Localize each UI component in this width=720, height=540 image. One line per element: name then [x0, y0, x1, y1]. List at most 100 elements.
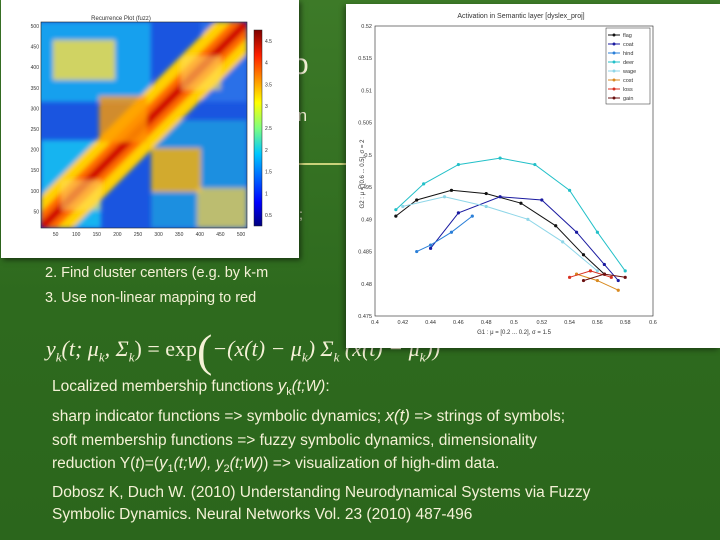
rp-x-tick: 400	[196, 232, 205, 238]
rp-y-tick: 200	[31, 148, 40, 154]
series-point-flag	[449, 188, 454, 192]
x-tick-label: 0.58	[620, 320, 631, 326]
y-tick-label: 0.48	[361, 282, 372, 288]
legend-marker	[612, 69, 616, 73]
legend-label: gain	[623, 96, 633, 102]
x-tick-label: 0.46	[453, 320, 464, 326]
y-tick-label: 0.51	[361, 88, 372, 94]
rp-colorbar-tick: 4.5	[265, 39, 272, 45]
y-tick-label: 0.485	[358, 250, 372, 256]
series-point-gain	[623, 275, 627, 279]
eq-sub1: k	[98, 349, 105, 365]
series-point-hind	[449, 230, 454, 234]
rp-x-tick: 150	[93, 232, 102, 238]
p4-sub1: 1	[167, 463, 174, 476]
y-tick-label: 0.495	[358, 185, 372, 191]
rp-colorbar-tick: 2.5	[265, 126, 272, 132]
y-tick-label: 0.5	[364, 153, 372, 159]
eq-rest: −(x(t) − μ	[212, 336, 302, 361]
series-point-coat	[456, 211, 460, 215]
y-axis-label: G2 : μ = [0.6 ... 0.5], σ = 2	[360, 139, 366, 209]
eq-lhs: y	[46, 336, 56, 361]
legend-label: cost	[623, 78, 634, 84]
rp-y-tick: 100	[31, 189, 40, 195]
p4-t: t	[135, 455, 140, 473]
series-line-deer	[395, 157, 626, 272]
legend-box	[605, 27, 651, 105]
legend-marker	[612, 60, 616, 64]
rp-x-tick: 250	[134, 232, 143, 238]
legend-label: flag	[623, 33, 632, 39]
rp-x-tick: 300	[154, 232, 163, 238]
activation-plot-title: Activation in Semantic layer [dyslex_pro…	[457, 13, 585, 20]
rp-x-tick: 500	[237, 232, 246, 238]
eq-rest2: ) Σ	[307, 336, 334, 361]
series-point-wage	[526, 217, 530, 221]
activation-ticks: 0.4 0.42 0.44 0.46 0.48 0.5 0.52 0.54 0.56 0.58 0.…	[358, 24, 657, 326]
series-point-deer	[595, 230, 599, 234]
series-point-flag	[554, 224, 558, 228]
legend-marker	[612, 51, 616, 55]
citation-line-2: Symbolic Dynamics. Neural Networks Vol. …	[52, 506, 473, 524]
rp-y-tick: 150	[31, 168, 40, 174]
p2-text: sharp indicator functions => symbolic dy…	[52, 408, 386, 426]
rp-y-tick: 400	[31, 65, 40, 71]
series-point-coat	[540, 198, 544, 202]
series-point-loss	[588, 269, 593, 273]
p1-text: Localized membership functions	[52, 378, 278, 395]
x-tick-label: 0.4	[371, 320, 379, 326]
series-point-loss	[609, 275, 613, 279]
x-tick-label: 0.42	[397, 320, 408, 326]
p4-y1: y	[158, 453, 168, 473]
legend-marker	[612, 42, 616, 46]
y-tick-label: 0.49	[361, 217, 372, 223]
series-point-wage	[484, 204, 488, 209]
x-tick-label: 0.56	[592, 320, 603, 326]
series-point-deer	[568, 188, 572, 192]
y-tick-label: 0.515	[358, 56, 372, 62]
y-tick-label: 0.505	[358, 121, 372, 127]
series-point-coat	[498, 195, 502, 199]
legend-marker	[612, 33, 616, 37]
rp-y-tick: 450	[31, 45, 40, 51]
x-tick-label: 0.6	[649, 320, 657, 326]
rp-y-tick: 300	[31, 106, 40, 112]
series-point-flag	[394, 214, 398, 218]
p4-sub2: 2	[223, 463, 230, 476]
series-point-flag	[519, 201, 523, 205]
series-point-gain	[602, 272, 606, 276]
legend-label: coat	[623, 42, 634, 48]
paragraph-3: soft membership functions => fuzzy symbo…	[52, 432, 538, 450]
activation-plot-panel: Activation in Semantic layer [dyslex_pro…	[346, 4, 720, 348]
series-point-hind	[470, 214, 474, 218]
series-point-deer	[456, 162, 460, 167]
rp-y-ticks: 500 450 400 350 300 250 200 150 100 50	[31, 24, 40, 215]
rp-y-tick: 350	[31, 86, 40, 92]
x-tick-label: 0.44	[425, 320, 436, 326]
rp-x-tick: 100	[72, 232, 81, 238]
recurrence-plot-panel: Recurrence Plot (fuzz)	[1, 0, 299, 258]
series-point-flag	[415, 198, 419, 202]
y-tick-label: 0.475	[358, 314, 372, 320]
paragraph-2: sharp indicator functions => symbolic dy…	[52, 405, 712, 428]
eq-sub2: k	[128, 349, 135, 365]
body-text: Localized membership functions yk(t;W): …	[52, 375, 712, 528]
series-point-coat	[574, 230, 579, 234]
eq-args: (t; μ	[61, 336, 99, 361]
p1-colon: :	[325, 378, 330, 395]
rp-colorbar-tick: 1.5	[265, 170, 272, 176]
series-point-gain	[581, 278, 586, 283]
p4-a: reduction Y(	[52, 455, 136, 473]
series-point-wage	[401, 204, 405, 209]
recurrence-heatmap	[41, 22, 247, 228]
citation-line-1: Dobosz K, Duch W. (2010) Understanding N…	[52, 484, 591, 502]
series-point-coat	[616, 278, 620, 283]
series-point-deer	[498, 156, 502, 160]
p1-y: y	[277, 376, 287, 395]
series-point-deer	[422, 182, 426, 186]
p2-xt: x(t)	[385, 406, 410, 426]
eq-paren: (	[197, 325, 213, 376]
rp-y-tick: 500	[31, 24, 40, 30]
step-3-text: 3. Use non-linear mapping to red	[45, 290, 257, 306]
x-tick-label: 0.52	[536, 320, 547, 326]
